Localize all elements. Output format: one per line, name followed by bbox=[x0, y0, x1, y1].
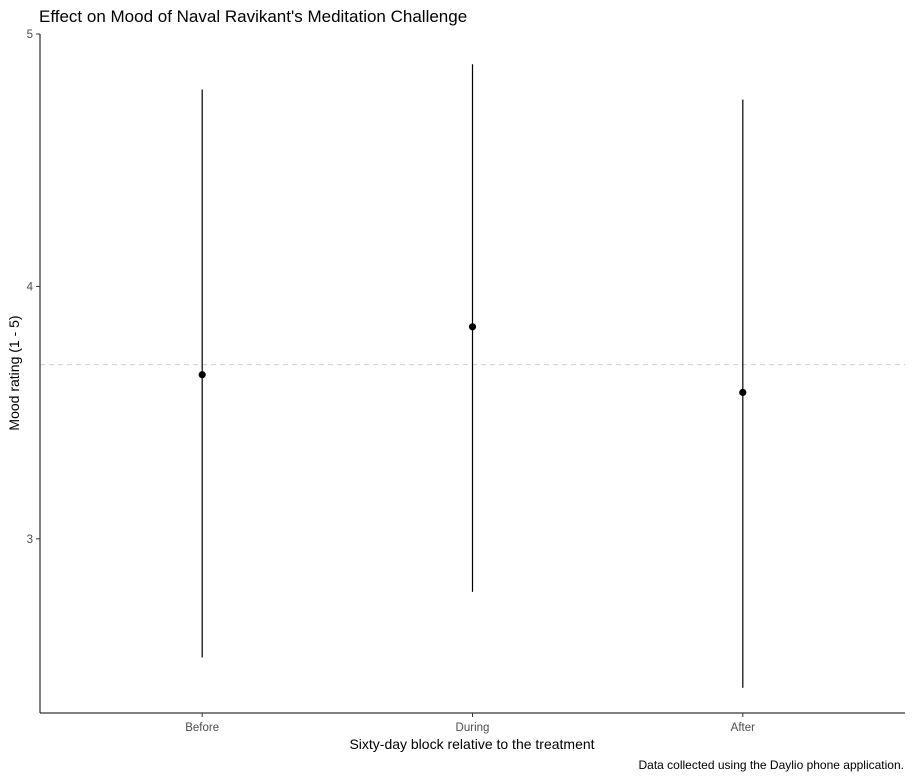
errorbars-group bbox=[201, 64, 744, 688]
y-tick-label: 5 bbox=[27, 29, 33, 41]
point-during bbox=[468, 323, 477, 331]
plot-area bbox=[40, 64, 905, 688]
points-group bbox=[198, 323, 747, 397]
chart-caption: Data collected using the Daylio phone ap… bbox=[638, 758, 904, 772]
x-tick-label-during: During bbox=[456, 722, 490, 734]
x-tick-label-after: After bbox=[731, 722, 755, 734]
y-tick-label: 4 bbox=[27, 281, 34, 293]
x-tick-label-before: Before bbox=[185, 722, 219, 734]
point-after bbox=[739, 388, 747, 397]
point-before bbox=[198, 371, 206, 379]
y-tick-label: 3 bbox=[27, 534, 33, 546]
y-axis-ticks: 3 4 5 bbox=[27, 29, 40, 546]
x-axis-ticks: Before During After bbox=[185, 713, 755, 734]
y-axis-title: Mood rating (1 - 5) bbox=[6, 315, 22, 430]
chart-title: Effect on Mood of Naval Ravikant's Medit… bbox=[39, 7, 467, 26]
x-axis-title: Sixty-day block relative to the treatmen… bbox=[349, 736, 594, 752]
axes: 3 4 5 Before During After bbox=[27, 29, 905, 734]
